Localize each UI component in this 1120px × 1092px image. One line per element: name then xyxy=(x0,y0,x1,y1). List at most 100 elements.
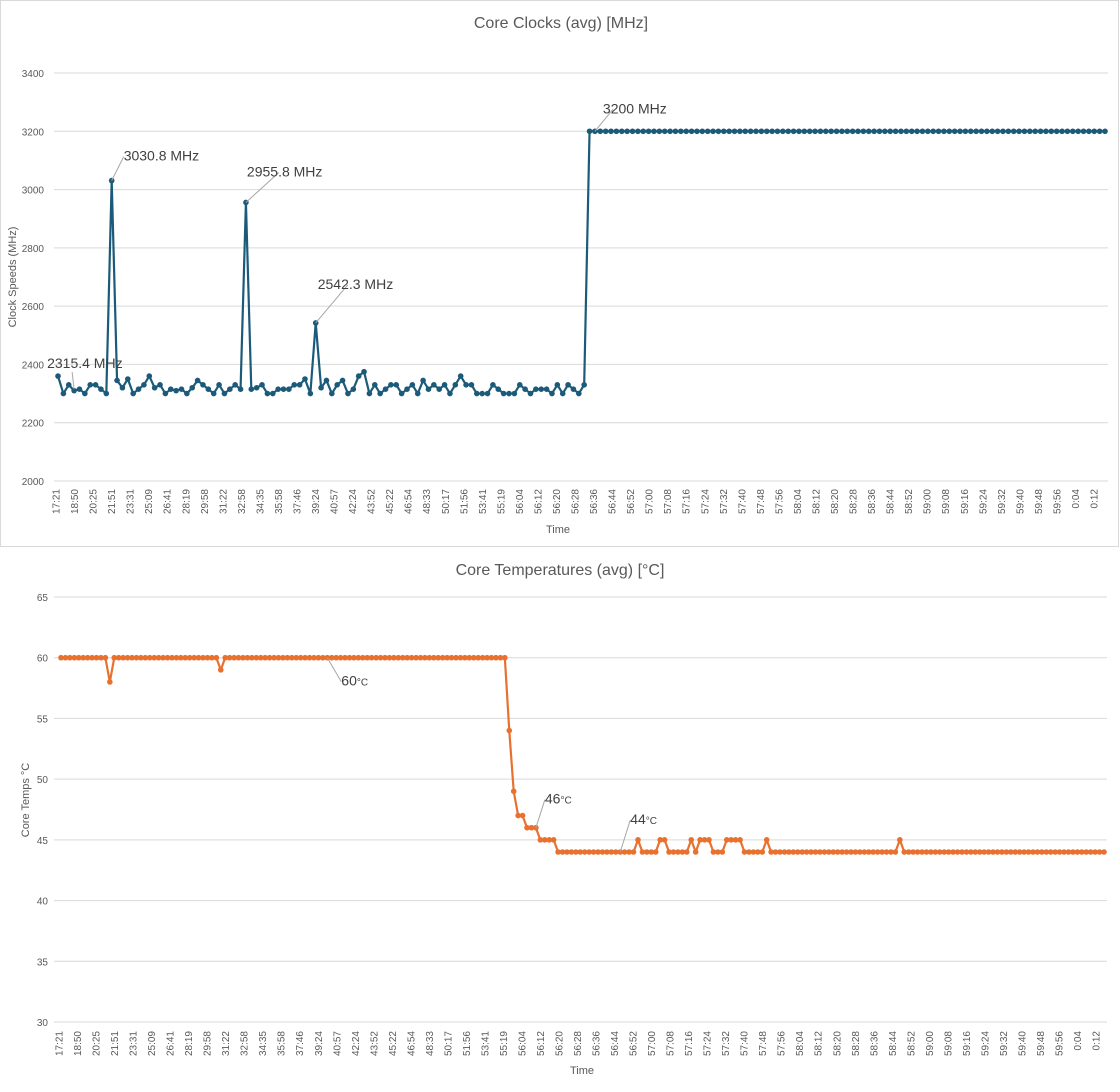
temp-data-point xyxy=(808,849,814,855)
clock-xtick-label: 59:56 xyxy=(1052,489,1063,514)
temp-data-point xyxy=(133,654,140,661)
temp-data-point xyxy=(262,654,268,661)
clock-xtick-label: 53:41 xyxy=(478,489,489,514)
clock-data-point xyxy=(119,384,126,391)
clock-data-point xyxy=(565,382,571,388)
clock-data-point xyxy=(533,386,539,393)
clock-data-point xyxy=(914,128,920,135)
clock-xtick-label: 59:48 xyxy=(1034,489,1045,514)
clock-data-point xyxy=(876,128,883,135)
clock-xtick-label: 26:41 xyxy=(163,489,174,514)
clock-data-point xyxy=(441,382,448,388)
clock-data-point xyxy=(855,128,861,135)
temp-data-point xyxy=(843,849,850,855)
clock-data-point xyxy=(409,382,416,388)
clock-data-point xyxy=(479,390,485,397)
clock-xtick-label: 59:40 xyxy=(1015,489,1026,514)
clock-xtick-label: 50:17 xyxy=(441,489,452,514)
clock-data-point xyxy=(361,368,367,375)
clock-data-point xyxy=(280,386,287,393)
clock-data-point xyxy=(656,128,663,135)
temp-data-point xyxy=(102,654,109,661)
clock-xtick-label: 45:22 xyxy=(385,489,396,514)
temp-xtick-label: 56:20 xyxy=(554,1031,565,1056)
temp-data-point xyxy=(235,654,242,661)
temp-data-point xyxy=(639,849,646,855)
clock-data-point xyxy=(237,386,244,393)
temp-data-point xyxy=(271,654,277,661)
temp-data-point xyxy=(537,837,544,843)
temp-data-point xyxy=(888,849,894,855)
clock-data-point xyxy=(286,386,292,393)
temp-data-point xyxy=(288,654,295,661)
clock-data-point xyxy=(742,128,749,135)
temp-data-point xyxy=(1025,849,1032,855)
clock-data-point xyxy=(672,128,679,135)
clock-data-point xyxy=(1091,128,1098,135)
temp-data-point xyxy=(58,654,64,661)
clock-data-point xyxy=(774,128,781,135)
temp-data-point xyxy=(901,849,908,855)
temp-data-point xyxy=(728,837,734,843)
clock-data-point xyxy=(645,128,652,135)
clock-data-point xyxy=(135,386,142,393)
clock-xtick-label: 0:04 xyxy=(1071,489,1082,509)
temp-data-point xyxy=(510,788,517,795)
temp-data-point xyxy=(448,654,455,661)
temp-data-point xyxy=(200,654,206,661)
temp-data-point xyxy=(781,849,788,855)
temp-data-point xyxy=(692,849,699,855)
temp-data-point xyxy=(320,654,326,661)
clock-data-point xyxy=(167,386,174,393)
clock-xtick-label: 55:19 xyxy=(496,489,507,514)
clock-data-point xyxy=(404,386,410,393)
temp-annotation-label: 44°C xyxy=(630,811,657,827)
temp-data-point xyxy=(568,849,575,855)
clock-data-point xyxy=(973,128,979,135)
clock-xtick-label: 57:16 xyxy=(682,489,693,514)
temp-xtick-label: 32:58 xyxy=(240,1031,251,1056)
temp-data-point xyxy=(129,654,135,661)
temp-data-point xyxy=(195,654,202,661)
clock-data-point xyxy=(790,128,797,135)
temp-xtick-label: 56:12 xyxy=(536,1031,547,1056)
clock-data-point xyxy=(425,386,432,393)
clock-xtick-label: 20:25 xyxy=(89,489,100,514)
temp-data-point xyxy=(493,654,499,661)
temp-xtick-label: 59:56 xyxy=(1054,1031,1065,1056)
temp-data-point xyxy=(93,654,100,661)
temp-data-point xyxy=(923,849,930,855)
temp-data-point xyxy=(417,654,424,661)
clock-data-point xyxy=(210,390,217,397)
temp-data-point xyxy=(178,654,184,661)
temp-data-point xyxy=(763,837,770,843)
clock-data-point xyxy=(393,382,400,388)
clock-data-point xyxy=(527,390,534,397)
clock-data-point xyxy=(377,390,383,397)
clock-data-point xyxy=(130,390,136,397)
temp-data-point xyxy=(701,837,708,843)
clock-data-point xyxy=(941,128,947,135)
temp-data-point xyxy=(604,849,610,855)
clock-data-point xyxy=(769,128,775,135)
temp-data-point xyxy=(794,849,801,855)
temp-data-point xyxy=(395,654,402,661)
temp-data-point xyxy=(67,654,73,661)
clock-data-point xyxy=(640,128,647,135)
temp-data-point xyxy=(209,654,215,661)
temp-data-point xyxy=(502,654,508,661)
temp-xtick-label: 43:52 xyxy=(369,1031,380,1056)
clock-annotation-label: 2542.3 MHz xyxy=(318,276,393,292)
temp-data-point xyxy=(182,654,189,661)
temp-data-point xyxy=(169,654,175,661)
clock-data-point xyxy=(710,128,716,135)
clock-xtick-label: 48:33 xyxy=(422,489,433,514)
temp-data-point xyxy=(519,812,526,819)
clock-data-point xyxy=(925,128,931,135)
clock-xtick-label: 57:08 xyxy=(663,489,674,514)
temp-data-point xyxy=(972,849,979,855)
temp-xtick-label: 59:00 xyxy=(925,1031,936,1056)
clock-ytick-label: 2000 xyxy=(22,477,45,488)
clock-data-point xyxy=(302,376,308,382)
clock-data-point xyxy=(930,128,936,135)
